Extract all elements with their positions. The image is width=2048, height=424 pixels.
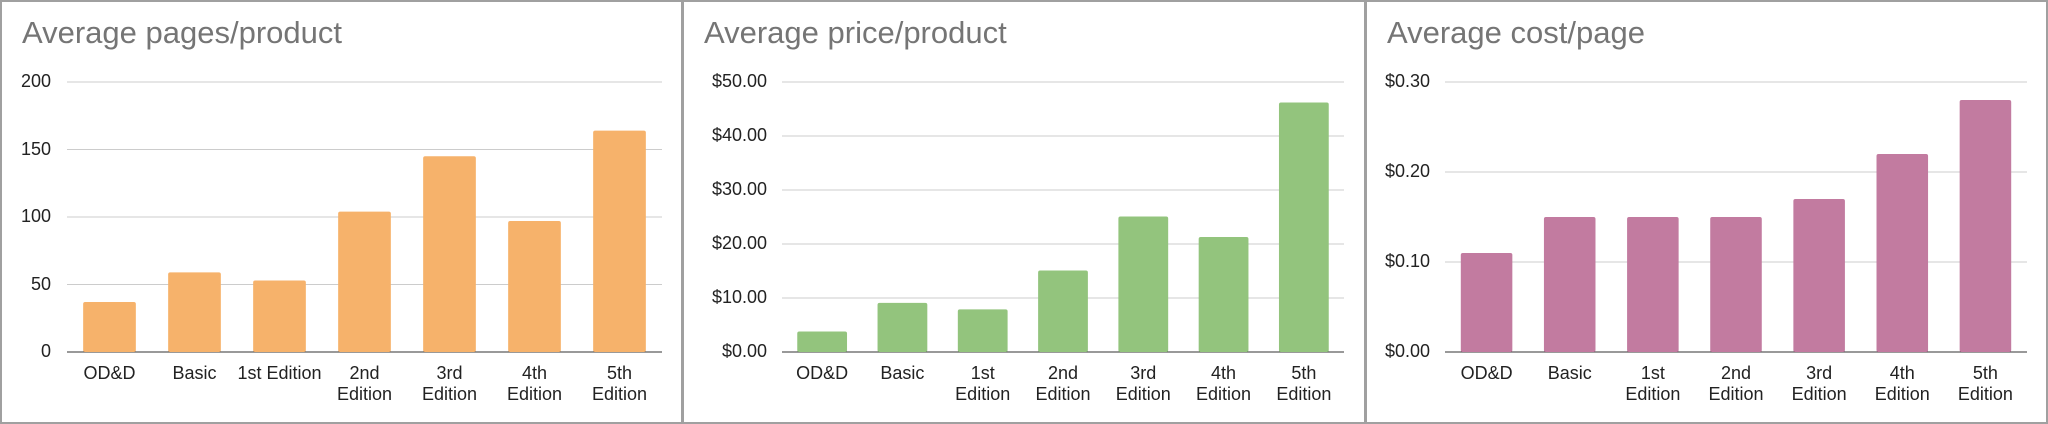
bar bbox=[338, 211, 391, 352]
chart bbox=[67, 81, 662, 353]
x-tick-label: 5th Edition bbox=[1276, 363, 1332, 404]
bar bbox=[1793, 199, 1845, 352]
x-tick-label: 4th Edition bbox=[1196, 363, 1252, 404]
x-tick-label: Basic bbox=[880, 363, 925, 383]
x-tick-label: OD&D bbox=[83, 363, 136, 383]
x-tick-label: 3rd Edition bbox=[1791, 363, 1847, 404]
x-tick-label: 2nd Edition bbox=[1708, 363, 1764, 404]
bar bbox=[168, 272, 221, 352]
chart-panel: Average cost/page $0.00 $0.10 $0.20 $0.30 OD&… bbox=[1365, 0, 2048, 424]
bar bbox=[83, 302, 136, 352]
x-tick-label: 1st Edition bbox=[1625, 363, 1681, 404]
y-tick-label: 50 bbox=[30, 273, 51, 294]
bar bbox=[423, 156, 476, 352]
x-tick-label: 4th Edition bbox=[1874, 363, 1930, 404]
y-tick-label: 0 bbox=[40, 341, 51, 361]
chart bbox=[1445, 81, 2027, 353]
y-tick-label: $10.00 bbox=[711, 287, 767, 307]
y-tick-label: $20.00 bbox=[711, 233, 767, 253]
x-tick-label: 1st Edition bbox=[237, 363, 322, 383]
bar bbox=[253, 280, 306, 352]
y-tick-label: $0.20 bbox=[1384, 161, 1430, 181]
bar bbox=[1627, 217, 1679, 352]
bar bbox=[1038, 270, 1088, 352]
bar bbox=[877, 302, 928, 352]
x-tick-label: OD&D bbox=[1460, 363, 1513, 383]
x-tick-label: 2nd Edition bbox=[336, 363, 393, 404]
y-tick-label: $0.00 bbox=[1384, 341, 1430, 361]
chart-title: Average cost/page bbox=[1387, 15, 1645, 50]
chart-panel: Average price/product $0.00 $10.00 $20.00 $3… bbox=[682, 0, 1366, 424]
x-tick-label: 1st Edition bbox=[955, 363, 1011, 404]
x-tick-label: 5th Edition bbox=[591, 363, 648, 404]
bar bbox=[957, 309, 1008, 352]
bar bbox=[593, 130, 646, 352]
chart-title: Average pages/product bbox=[22, 15, 342, 50]
y-tick-label: 200 bbox=[20, 71, 51, 91]
bar bbox=[1278, 102, 1329, 353]
y-tick-label: $50.00 bbox=[711, 71, 767, 91]
bar bbox=[1876, 154, 1929, 352]
bar bbox=[1118, 216, 1169, 352]
x-tick-label: 3rd Edition bbox=[421, 363, 478, 404]
y-tick-label: 100 bbox=[20, 206, 51, 226]
chart-title: Average price/product bbox=[704, 15, 1007, 50]
chart bbox=[782, 81, 1344, 353]
bar bbox=[1710, 217, 1762, 352]
y-tick-label: $0.00 bbox=[721, 341, 767, 361]
x-tick-label: 2nd Edition bbox=[1035, 363, 1091, 404]
x-tick-label: 3rd Edition bbox=[1115, 363, 1171, 404]
bar bbox=[1198, 236, 1249, 352]
bar bbox=[797, 331, 848, 352]
x-tick-label: 5th Edition bbox=[1957, 363, 2013, 404]
bar bbox=[1543, 217, 1596, 352]
bar bbox=[1959, 100, 2012, 352]
x-tick-label: 4th Edition bbox=[506, 363, 563, 404]
y-tick-label: $0.30 bbox=[1384, 71, 1430, 91]
bar bbox=[508, 221, 561, 352]
y-tick-label: $40.00 bbox=[711, 125, 767, 145]
x-tick-label: OD&D bbox=[796, 363, 849, 383]
y-tick-label: 150 bbox=[20, 138, 51, 159]
y-tick-label: $0.10 bbox=[1384, 251, 1430, 271]
x-tick-label: Basic bbox=[1547, 363, 1592, 383]
y-tick-label: $30.00 bbox=[711, 179, 767, 199]
chart-panel: Average pages/product 0 50 100 150 200 OD&D Bas… bbox=[0, 0, 683, 424]
x-tick-label: Basic bbox=[172, 363, 217, 383]
bar bbox=[1460, 253, 1513, 352]
